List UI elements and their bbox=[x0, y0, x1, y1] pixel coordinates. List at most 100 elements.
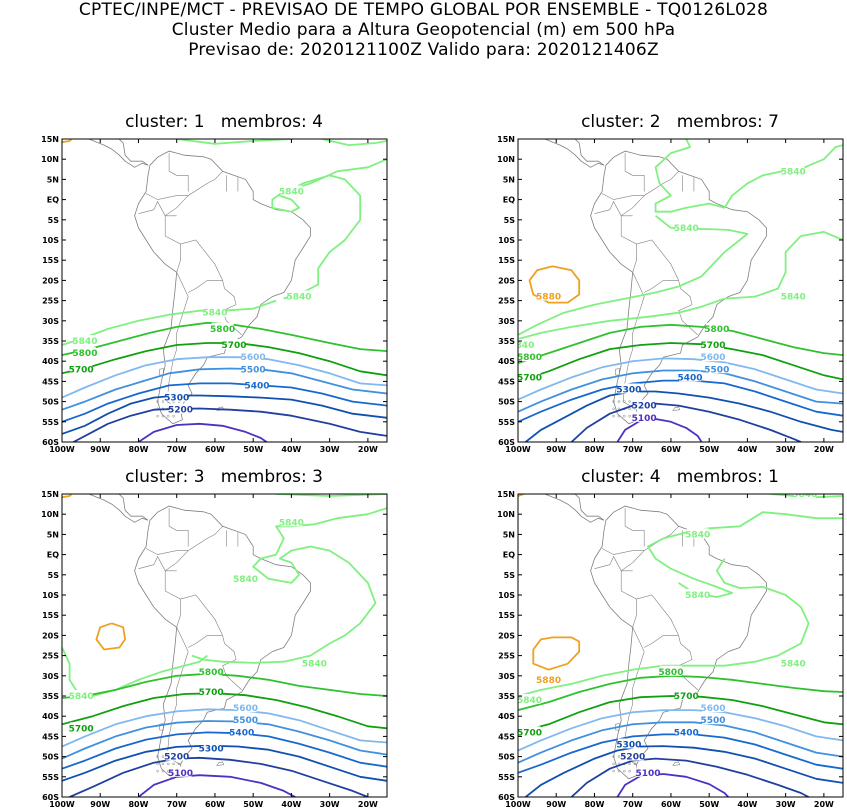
archipelago-speck bbox=[612, 407, 615, 411]
contour-line-5840 bbox=[518, 215, 749, 336]
map-content: 5840 5840 5840 5840 5800 5700 5700 5600 5500 5400… bbox=[62, 494, 387, 797]
country-border bbox=[644, 280, 679, 293]
country-border bbox=[594, 200, 633, 217]
contour-line-5840 bbox=[321, 139, 387, 146]
contour-label-bg bbox=[242, 351, 265, 362]
x-tick-label: 70W bbox=[623, 445, 643, 454]
contour-label-bg bbox=[793, 494, 816, 498]
contour-line-5700 bbox=[62, 692, 387, 730]
contour-line-5300 bbox=[62, 394, 387, 435]
contour-label-bg bbox=[234, 572, 257, 583]
contour-line-5880 bbox=[532, 636, 581, 671]
y-tick-label: 20S bbox=[498, 276, 515, 285]
coastline bbox=[118, 139, 149, 166]
contour-label-5840: 5840 bbox=[202, 309, 227, 319]
contour-line-5800 bbox=[518, 674, 843, 711]
contour-label-bg bbox=[165, 391, 188, 402]
contour-label-5200: 5200 bbox=[168, 406, 193, 416]
x-tick-label: 40W bbox=[281, 445, 301, 454]
y-tick-label: 15N bbox=[497, 135, 515, 144]
contour-line-5200 bbox=[570, 757, 810, 797]
contour-label-5700: 5700 bbox=[517, 373, 542, 383]
contour-label-bg bbox=[518, 371, 541, 382]
panel-title-cluster-1: cluster: 1 membros: 4 bbox=[125, 112, 323, 132]
contour-line-5840 bbox=[191, 507, 387, 664]
contour-label-5600: 5600 bbox=[233, 704, 258, 714]
x-tick-label: 30W bbox=[320, 800, 340, 809]
y-tick-label: 10N bbox=[497, 155, 515, 164]
contour-label-bg bbox=[518, 694, 541, 705]
x-tick-label: 60W bbox=[661, 800, 681, 809]
contour-label-bg bbox=[537, 673, 560, 684]
x-tick-label: 100W bbox=[505, 800, 531, 809]
contour-label-5840: 5840 bbox=[517, 696, 542, 706]
y-tick-label: 60S bbox=[498, 438, 515, 447]
contour-label-bg bbox=[675, 690, 698, 700]
contour-label-bg bbox=[637, 766, 659, 777]
contour-label-5700: 5700 bbox=[69, 724, 94, 734]
contour-label-5840: 5840 bbox=[781, 293, 806, 303]
contour-label-5400: 5400 bbox=[244, 381, 269, 391]
contour-label-bg bbox=[518, 351, 541, 362]
archipelago-speck bbox=[167, 769, 170, 773]
country-border bbox=[632, 244, 637, 273]
x-tick-label: 30W bbox=[776, 800, 796, 809]
contour-line-5880 bbox=[95, 622, 126, 651]
country-border bbox=[138, 200, 177, 217]
y-tick-label: 25S bbox=[42, 297, 59, 306]
map-panel-cluster-3: 5840 5840 5840 5840 5800 5700 5700 5600 5500 5400… bbox=[18, 490, 390, 811]
country-border bbox=[678, 280, 698, 336]
contour-label-5800: 5800 bbox=[517, 353, 542, 363]
contour-line-5840 bbox=[62, 647, 208, 697]
header-title-line-1: CPTEC/INPE/MCT - PREVISAO DE TEMPO GLOBA… bbox=[78, 0, 769, 20]
contour-line-5840 bbox=[271, 158, 387, 300]
y-tick-label: 60S bbox=[498, 793, 515, 802]
archipelago-speck bbox=[161, 755, 165, 758]
map-content: 5840 5840 5840 5840 5880 5800 5800 5700 5700 5600… bbox=[517, 139, 843, 442]
x-tick-label: 80W bbox=[584, 800, 604, 809]
country-border bbox=[166, 627, 189, 765]
contour-label-5200: 5200 bbox=[632, 402, 657, 412]
country-border bbox=[624, 153, 645, 192]
contour-label-bg bbox=[782, 290, 805, 301]
island-outline bbox=[672, 761, 681, 766]
x-tick-label: 50W bbox=[699, 445, 719, 454]
contour-label-5840: 5840 bbox=[279, 188, 304, 198]
y-tick-label: 15S bbox=[498, 256, 515, 265]
coastline bbox=[574, 139, 605, 166]
country-border bbox=[624, 508, 645, 547]
country-border bbox=[632, 599, 637, 628]
contour-label-5800: 5800 bbox=[199, 668, 224, 678]
contour-label-5400: 5400 bbox=[229, 728, 254, 738]
country-border bbox=[168, 508, 189, 547]
contour-label-bg bbox=[675, 726, 698, 737]
contour-label-5800: 5800 bbox=[658, 668, 683, 678]
contour-line-5400 bbox=[518, 733, 843, 774]
archipelago-speck bbox=[617, 769, 621, 773]
x-tick-label: 30W bbox=[776, 445, 796, 454]
contour-label-bg bbox=[169, 403, 192, 414]
archipelago-speck bbox=[161, 414, 165, 418]
y-tick-label: EQ bbox=[47, 551, 59, 560]
x-tick-label: 100W bbox=[49, 800, 75, 809]
contour-line-5840 bbox=[654, 139, 843, 213]
archipelago-speck bbox=[617, 755, 621, 758]
y-tick-label: 15N bbox=[41, 490, 59, 499]
archipelago-speck bbox=[167, 414, 170, 418]
contour-label-5100: 5100 bbox=[168, 769, 193, 779]
contour-label-5840: 5840 bbox=[674, 224, 699, 234]
contour-label-bg bbox=[280, 185, 303, 196]
y-tick-label: 45S bbox=[498, 377, 515, 386]
y-tick-label: 55S bbox=[498, 418, 515, 427]
y-tick-label: 60S bbox=[42, 793, 59, 802]
contour-label-bg bbox=[70, 363, 93, 374]
country-border bbox=[168, 153, 189, 192]
contour-label-5700: 5700 bbox=[222, 341, 247, 351]
y-tick-label: 55S bbox=[42, 773, 59, 782]
contour-label-5500: 5500 bbox=[241, 365, 266, 375]
x-tick-label: 90W bbox=[90, 800, 110, 809]
contour-label-5800: 5800 bbox=[72, 349, 97, 359]
contour-label-bg bbox=[705, 363, 728, 374]
y-tick-label: 45S bbox=[42, 377, 59, 386]
y-tick-label: 45S bbox=[498, 732, 515, 741]
